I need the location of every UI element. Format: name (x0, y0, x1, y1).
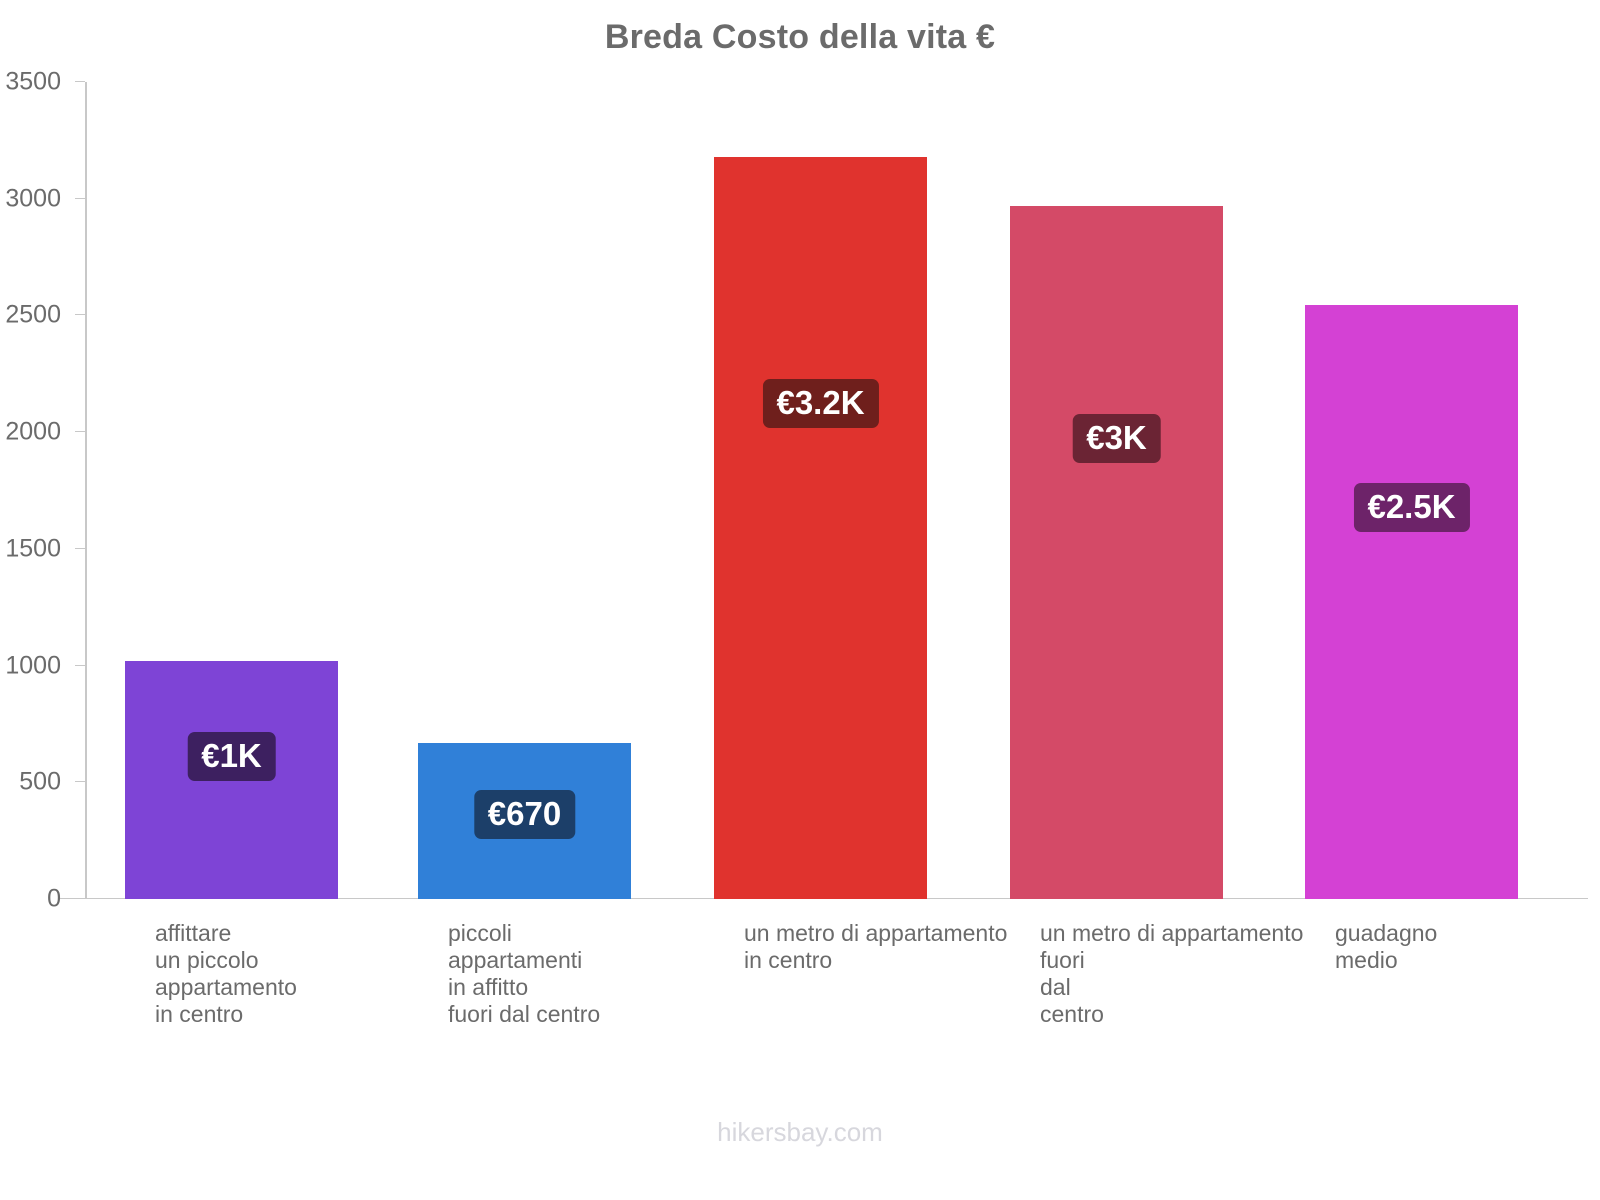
chart-title: Breda Costo della vita € (604, 18, 996, 56)
y-tick-mark (75, 314, 85, 316)
y-tick-label: 0 (47, 884, 61, 913)
x-category-label: un metro di appartamento fuori dal centr… (1040, 920, 1304, 1027)
bar-value-label: €3K (1072, 413, 1161, 463)
bar[interactable]: €670 (418, 742, 631, 899)
y-tick-label: 3500 (5, 67, 61, 96)
y-tick-mark (75, 898, 85, 899)
bar[interactable]: €2.5K (1305, 304, 1518, 899)
x-category-label: piccoli appartamenti in affitto fuori da… (448, 920, 601, 1027)
y-tick-mark (75, 664, 85, 666)
bar[interactable]: €3K (1010, 205, 1223, 899)
y-tick-mark (75, 547, 85, 549)
y-tick-label: 1500 (5, 534, 61, 563)
y-tick-mark (75, 197, 85, 199)
y-axis-line (85, 82, 87, 899)
y-tick-label: 1000 (5, 651, 61, 680)
y-tick-label: 500 (19, 767, 61, 796)
bar-value-label: €3.2K (762, 379, 879, 429)
x-category-label: guadagno medio (1335, 920, 1438, 973)
x-category-label: affittare un piccolo appartamento in cen… (155, 920, 297, 1027)
y-tick-label: 2000 (5, 417, 61, 446)
bar[interactable]: €1K (125, 660, 338, 899)
x-category-label: un metro di appartamento in centro (744, 920, 1008, 973)
bar-value-label: €670 (473, 789, 576, 839)
bar[interactable]: €3.2K (714, 156, 927, 899)
footer-watermark: hikersbay.com (717, 1117, 883, 1147)
bar-value-label: €2.5K (1353, 483, 1470, 533)
y-tick-label: 3000 (5, 184, 61, 213)
bar-value-label: €1K (187, 732, 276, 782)
y-tick-mark (75, 81, 85, 82)
plot-area: 0 500 1000 1500 2000 2500 3000 3500 €1K €670 €3.2… (5, 68, 1585, 913)
y-tick-mark (75, 431, 85, 433)
y-tick-label: 2500 (5, 300, 61, 329)
y-tick-mark (75, 781, 85, 783)
